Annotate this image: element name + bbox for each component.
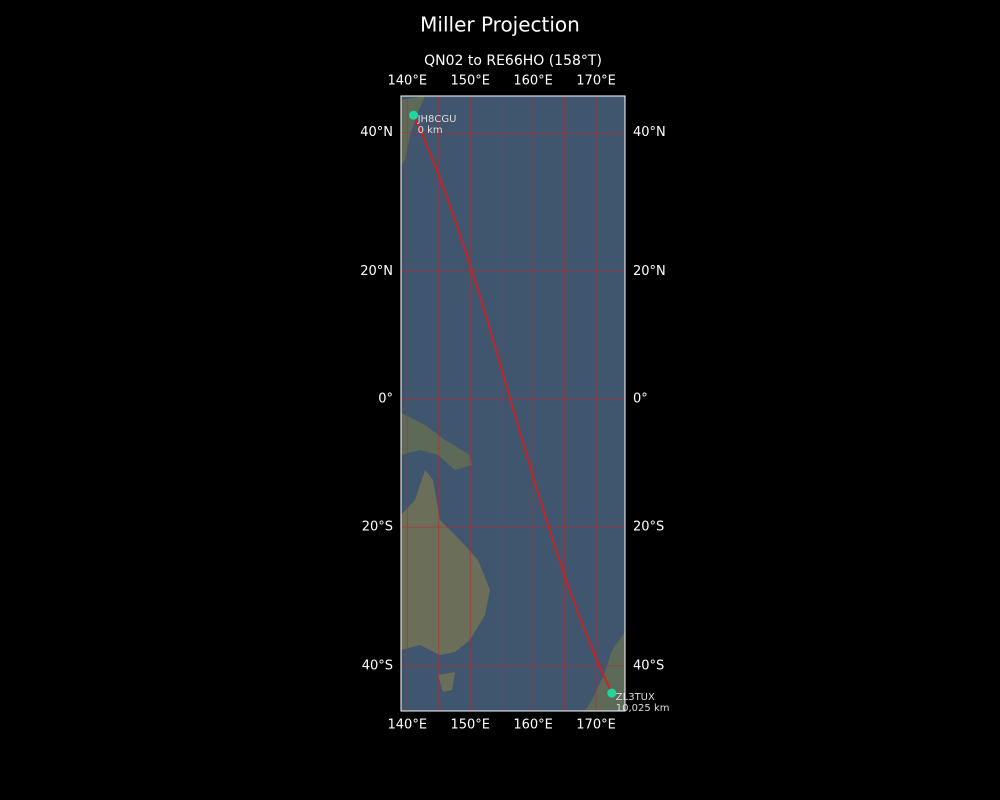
x-tick-label: 150°E xyxy=(450,718,490,733)
grid xyxy=(401,96,625,711)
y-tick-label: 0° xyxy=(378,392,393,407)
station-name: ZL3TUX xyxy=(616,692,655,703)
y-tick-label: 40°N xyxy=(633,125,666,140)
station-point xyxy=(607,688,617,698)
x-tick-label: 170°E xyxy=(576,718,616,733)
route-layer xyxy=(412,114,613,694)
title: Miller Projection xyxy=(420,13,580,37)
x-tick-label: 160°E xyxy=(513,74,553,89)
x-tick-label: 140°E xyxy=(388,74,428,89)
map-frame xyxy=(400,95,626,712)
station-distance: 10,025 km xyxy=(616,703,670,714)
x-tick-label: 140°E xyxy=(388,718,428,733)
station-name: JH8CGU xyxy=(417,114,457,125)
x-tick-label: 150°E xyxy=(450,74,490,89)
station-distance: 0 km xyxy=(418,125,443,136)
route-line xyxy=(412,114,613,694)
station-point xyxy=(409,110,419,120)
y-tick-label: 40°S xyxy=(362,658,393,673)
x-tick-label: 160°E xyxy=(513,718,553,733)
land-australia xyxy=(401,470,490,655)
y-tick-label: 40°N xyxy=(360,125,393,140)
y-tick-label: 20°N xyxy=(633,264,666,279)
x-tick-label: 170°E xyxy=(576,74,616,89)
y-tick-label: 20°S xyxy=(362,520,393,535)
subtitle: QN02 to RE66HO (158°T) xyxy=(424,53,602,69)
y-tick-label: 20°N xyxy=(360,264,393,279)
y-tick-label: 20°S xyxy=(633,520,664,535)
labels: 40°N 40°N 20°N 20°N 0° 0° 20°S 20°S 40°S 40°S 140°… xyxy=(360,74,669,733)
y-tick-label: 40°S xyxy=(633,658,664,673)
land-png xyxy=(401,413,472,470)
map-area xyxy=(401,96,625,711)
y-tick-label: 0° xyxy=(633,392,648,407)
land-tasmania xyxy=(438,672,455,692)
